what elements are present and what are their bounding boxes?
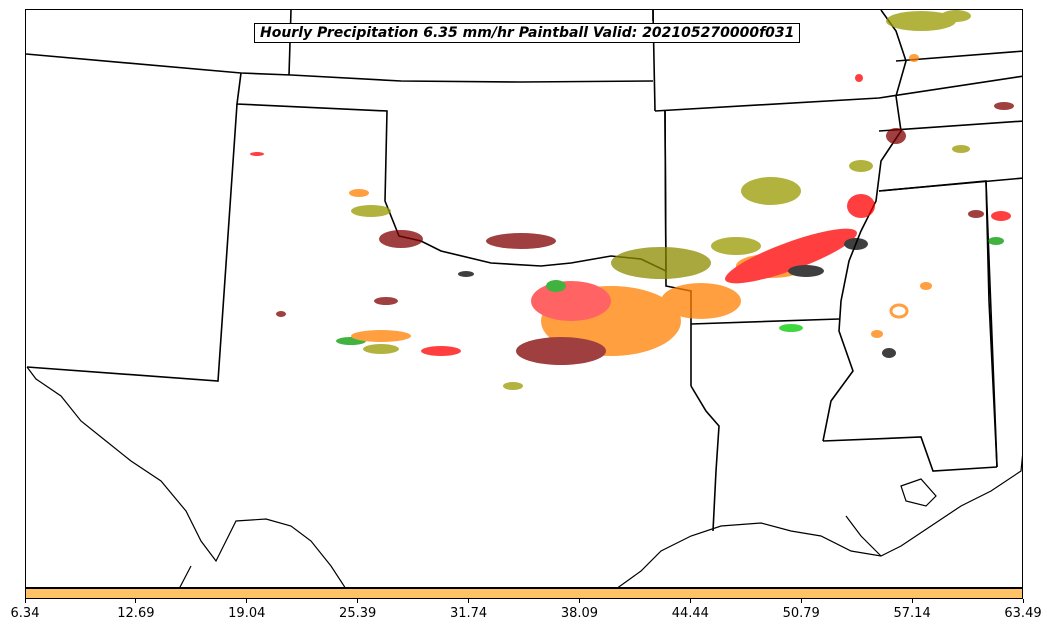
colorbar-tick-label: 31.74 xyxy=(449,606,488,621)
paintball-green-2 xyxy=(546,280,566,292)
texas-rio-grande xyxy=(26,366,346,587)
paintball-olive-6 xyxy=(849,160,873,172)
paintball-orange-east xyxy=(661,283,741,319)
arkansas-south-border xyxy=(690,385,720,532)
colorbar xyxy=(25,588,1023,599)
colorbar-tick-label: 6.34 xyxy=(10,606,40,621)
colorbar-tick-mark xyxy=(24,599,26,603)
state-boundaries xyxy=(26,10,1022,532)
colorbar-tick-label: 44.44 xyxy=(671,606,709,621)
colorbar-tick-mark xyxy=(135,599,137,603)
paintball-black-2 xyxy=(844,238,868,250)
paintball-maroon-2 xyxy=(379,230,423,248)
colorbar-tick-mark xyxy=(689,599,691,603)
colorbar-tick-mark xyxy=(911,599,913,603)
paintball-olive-s xyxy=(503,382,523,390)
new-mexico-border xyxy=(236,72,667,273)
paintball-maroon-4 xyxy=(886,128,906,144)
colorbar-tick-label: 12.69 xyxy=(117,606,155,621)
colorbar-tick-mark xyxy=(578,599,580,603)
paintball-orange-mo xyxy=(909,54,919,62)
paintball-green-3 xyxy=(779,324,803,332)
colorbar-tick-mark xyxy=(246,599,248,603)
paintball-maroon-1 xyxy=(486,233,556,249)
map-canvas xyxy=(26,10,1022,587)
paintball-maroon-3 xyxy=(374,297,398,305)
colorbar-tick-label: 63.49 xyxy=(1004,606,1042,621)
tennessee-line xyxy=(878,120,1022,192)
paintball-maroon-al xyxy=(968,210,984,218)
colorado-kansas-boundary xyxy=(26,53,654,83)
paintball-maroon-5 xyxy=(994,102,1014,110)
paintball-olive-w xyxy=(363,344,399,354)
paintball-green-al xyxy=(988,237,1004,245)
mississippi-alabama xyxy=(878,180,998,468)
paintball-olive-tn xyxy=(952,145,970,153)
map-title: Hourly Precipitation 6.35 mm/hr Paintbal… xyxy=(254,23,801,43)
paintball-black-1 xyxy=(788,265,824,277)
paintball-black-4 xyxy=(458,271,474,277)
paintball-olive-3 xyxy=(711,237,761,255)
alabama-georgia xyxy=(985,180,998,468)
paintball-olive-4 xyxy=(886,11,956,31)
mississippi-river xyxy=(822,10,907,442)
paintball-olive-1 xyxy=(611,247,711,279)
colorbar-tick-label: 19.04 xyxy=(228,606,266,621)
colorbar-tick-mark xyxy=(468,599,470,603)
colorbar-tick-label: 25.39 xyxy=(339,606,377,621)
paintball-red-core xyxy=(531,281,611,321)
colorbar-tick-mark xyxy=(800,599,802,603)
coastline xyxy=(26,366,1022,587)
paintball-red-al xyxy=(991,211,1011,221)
paintball-orange-nw xyxy=(349,189,369,197)
louisiana-mississippi xyxy=(822,436,998,472)
colorbar-tick-label: 57.14 xyxy=(893,606,931,621)
louisiana-bayou xyxy=(845,478,937,557)
colorbar-tick-mark xyxy=(1022,599,1024,603)
missouri-arkansas-border xyxy=(654,75,1022,325)
colorbar-tick-label: 50.79 xyxy=(782,606,820,621)
paintball-red-band xyxy=(725,228,857,284)
paintball-red-w xyxy=(421,346,461,356)
paintball-darkred-sw xyxy=(516,337,606,365)
map-panel: Hourly Precipitation 6.35 mm/hr Paintbal… xyxy=(25,9,1023,588)
gulf-coast xyxy=(179,454,1022,587)
paintball-orange-ms xyxy=(889,303,909,319)
paintball-olive-2 xyxy=(741,177,801,205)
paintball-olive-5 xyxy=(941,10,971,22)
paintball-olive-nw xyxy=(351,205,391,217)
paintball-darkred-ne xyxy=(847,194,875,218)
colorbar-tick-label: 38.09 xyxy=(560,606,599,621)
precipitation-paintballs xyxy=(250,10,1014,390)
paintball-red-nm xyxy=(250,152,264,156)
colorbar-tick-mark xyxy=(357,599,359,603)
new-mexico-texas-west xyxy=(26,103,238,382)
paintball-maroon-nm xyxy=(276,311,286,317)
paintball-red-mo xyxy=(855,74,863,82)
paintball-orange-w xyxy=(351,330,411,342)
paintball-orange-ms3 xyxy=(920,282,932,290)
paintball-black-3 xyxy=(882,348,896,358)
paintball-orange-ms2 xyxy=(871,330,883,338)
